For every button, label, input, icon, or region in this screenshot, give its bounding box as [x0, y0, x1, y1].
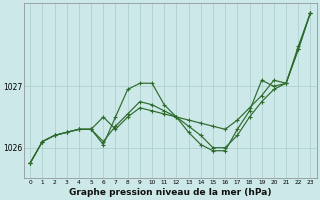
X-axis label: Graphe pression niveau de la mer (hPa): Graphe pression niveau de la mer (hPa)	[69, 188, 272, 197]
